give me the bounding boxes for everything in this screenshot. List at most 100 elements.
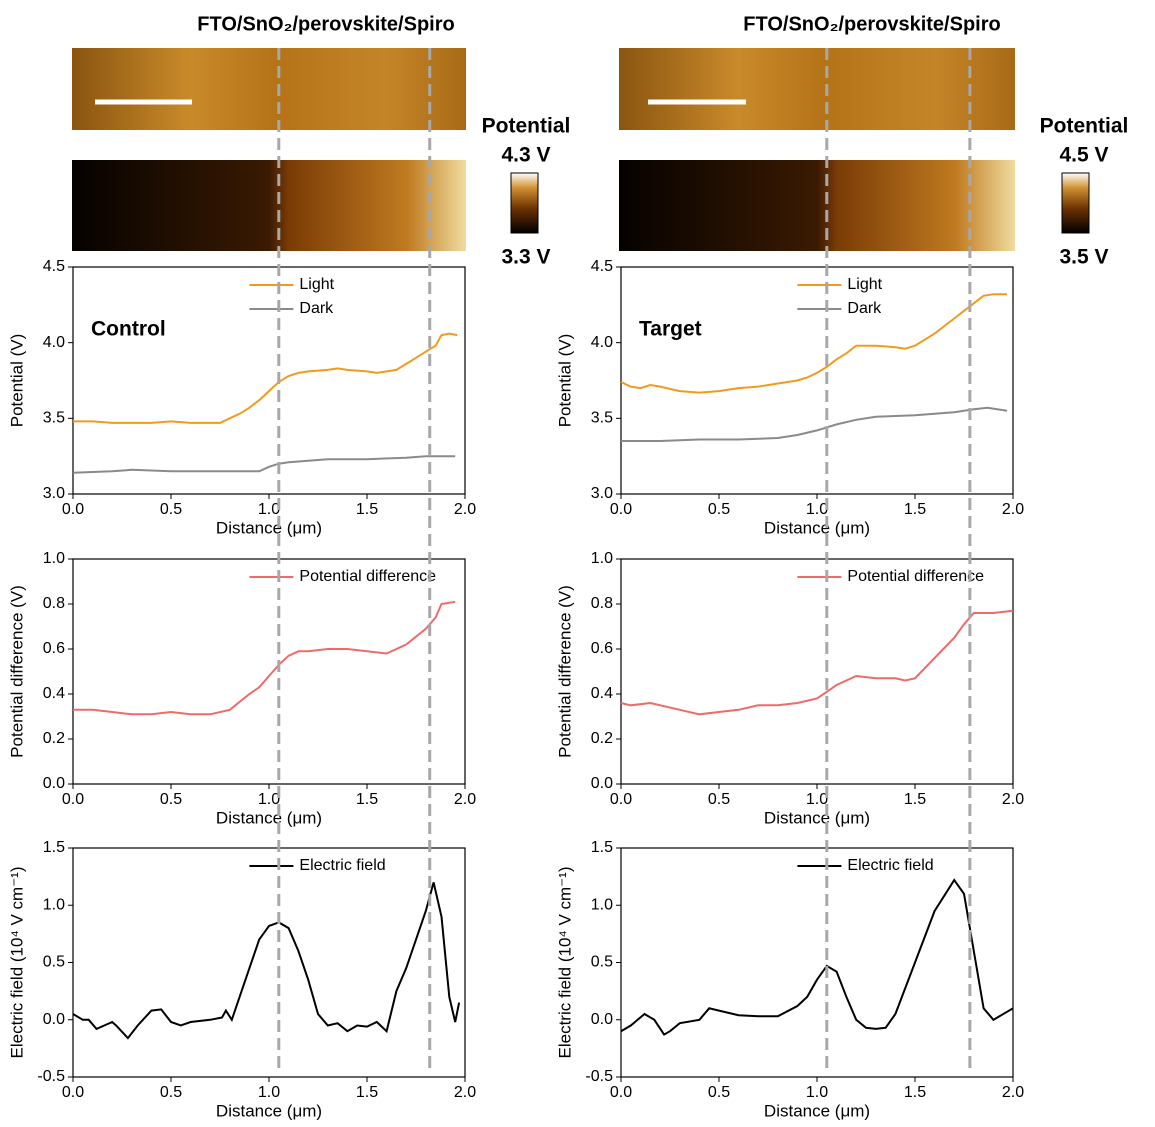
x-tick-label: 0.0 <box>62 791 84 808</box>
x-axis-label: Distance (μm) <box>216 1101 322 1120</box>
x-tick-label: 1.0 <box>806 791 828 808</box>
y-tick-label: 0.2 <box>591 730 613 747</box>
x-tick-label: 1.5 <box>904 1084 926 1101</box>
y-tick-label: 1.0 <box>43 896 65 913</box>
y-tick-label: 4.0 <box>43 334 65 351</box>
x-tick-label: 0.5 <box>708 791 730 808</box>
x-tick-label: 2.0 <box>454 501 476 518</box>
y-tick-label: 4.0 <box>591 334 613 351</box>
x-axis-label: Distance (μm) <box>216 518 322 537</box>
y-tick-label: -0.5 <box>585 1068 613 1085</box>
x-tick-label: 1.0 <box>806 501 828 518</box>
data-line <box>620 609 1014 716</box>
x-tick-label: 0.0 <box>62 1084 84 1101</box>
x-tick-label: 0.5 <box>708 501 730 518</box>
x-tick-label: 1.5 <box>904 791 926 808</box>
legend-label: Light <box>847 276 882 293</box>
topography-image <box>619 48 1015 130</box>
colorbar <box>510 172 539 234</box>
legend-label: Dark <box>299 300 334 317</box>
plot-frame <box>72 266 466 495</box>
x-tick-label: 0.0 <box>610 791 632 808</box>
annotation: Target <box>639 318 702 341</box>
x-tick-label: 0.5 <box>160 501 182 518</box>
x-axis-label: Distance (μm) <box>764 1101 870 1120</box>
y-tick-label: 1.5 <box>43 839 65 856</box>
y-axis-label: Potential (V) <box>555 334 574 428</box>
legend-label: Light <box>299 276 334 293</box>
x-tick-label: 1.0 <box>258 791 280 808</box>
data-line <box>73 332 458 424</box>
x-tick-label: 1.0 <box>258 1084 280 1101</box>
y-tick-label: 1.0 <box>591 550 613 567</box>
y-tick-label: 0.4 <box>591 685 613 702</box>
legend-label: Electric field <box>299 857 385 874</box>
y-tick-label: 0.0 <box>43 775 65 792</box>
data-line <box>620 293 1008 394</box>
y-tick-label: 1.0 <box>591 896 613 913</box>
x-axis-label: Distance (μm) <box>764 808 870 827</box>
x-tick-label: 1.5 <box>356 1084 378 1101</box>
colorbar <box>1061 172 1090 234</box>
y-tick-label: 3.0 <box>591 485 613 502</box>
potential-map <box>72 160 466 251</box>
data-line <box>621 406 1008 442</box>
data-line <box>73 600 456 716</box>
x-tick-label: 1.5 <box>356 501 378 518</box>
x-tick-label: 2.0 <box>1002 501 1024 518</box>
x-tick-label: 1.5 <box>356 791 378 808</box>
x-tick-label: 0.5 <box>708 1084 730 1101</box>
colorbar-max: 4.5 V <box>1059 144 1108 167</box>
y-tick-label: 4.5 <box>43 258 65 275</box>
x-axis-label: Distance (μm) <box>216 808 322 827</box>
y-tick-label: 0.6 <box>43 640 65 657</box>
legend-label: Potential difference <box>847 568 984 585</box>
data-line <box>72 455 456 474</box>
legend-label: Dark <box>847 300 882 317</box>
y-tick-label: -0.5 <box>37 1068 65 1085</box>
y-tick-label: 1.5 <box>591 839 613 856</box>
y-tick-label: 0.5 <box>43 954 65 971</box>
x-tick-label: 0.0 <box>62 501 84 518</box>
right-images <box>619 48 1090 251</box>
x-axis-label: Distance (μm) <box>764 518 870 537</box>
data-line <box>620 878 1014 1036</box>
y-tick-label: 0.4 <box>43 685 65 702</box>
x-tick-label: 2.0 <box>1002 791 1024 808</box>
y-axis-label: Potential difference (V) <box>7 585 26 758</box>
x-tick-label: 1.5 <box>904 501 926 518</box>
x-tick-label: 0.0 <box>610 501 632 518</box>
x-tick-label: 0.5 <box>160 1084 182 1101</box>
data-line <box>72 882 461 1040</box>
x-tick-label: 2.0 <box>454 791 476 808</box>
y-tick-label: 0.5 <box>591 954 613 971</box>
plot-frame <box>620 266 1014 495</box>
x-tick-label: 1.0 <box>806 1084 828 1101</box>
legend-label: Electric field <box>847 857 933 874</box>
colorbar-min: 3.5 V <box>1059 246 1108 269</box>
panel-title: FTO/SnO₂/perovskite/Spiro <box>197 13 454 35</box>
colorbar-max: 4.3 V <box>501 144 550 167</box>
topography-image <box>72 48 466 130</box>
x-tick-label: 1.0 <box>258 501 280 518</box>
y-tick-label: 3.5 <box>43 410 65 427</box>
plot-frame <box>72 847 466 1078</box>
y-tick-label: 4.5 <box>591 258 613 275</box>
y-axis-label: Potential difference (V) <box>555 585 574 758</box>
y-tick-label: 3.0 <box>43 485 65 502</box>
legend-label: Potential difference <box>299 568 436 585</box>
colorbar-label: Potential <box>1040 115 1129 138</box>
x-tick-label: 2.0 <box>454 1084 476 1101</box>
y-tick-label: 0.8 <box>43 595 65 612</box>
x-tick-label: 2.0 <box>1002 1084 1024 1101</box>
annotation: Control <box>91 318 166 341</box>
colorbar-min: 3.3 V <box>501 246 550 269</box>
y-axis-label: Electric field (10⁴ V cm⁻¹) <box>555 867 574 1059</box>
left-images <box>72 48 539 251</box>
panel-title: FTO/SnO₂/perovskite/Spiro <box>743 13 1000 35</box>
y-tick-label: 0.8 <box>591 595 613 612</box>
y-tick-label: 0.2 <box>43 730 65 747</box>
y-axis-label: Electric field (10⁴ V cm⁻¹) <box>7 867 26 1059</box>
x-tick-label: 0.0 <box>610 1084 632 1101</box>
